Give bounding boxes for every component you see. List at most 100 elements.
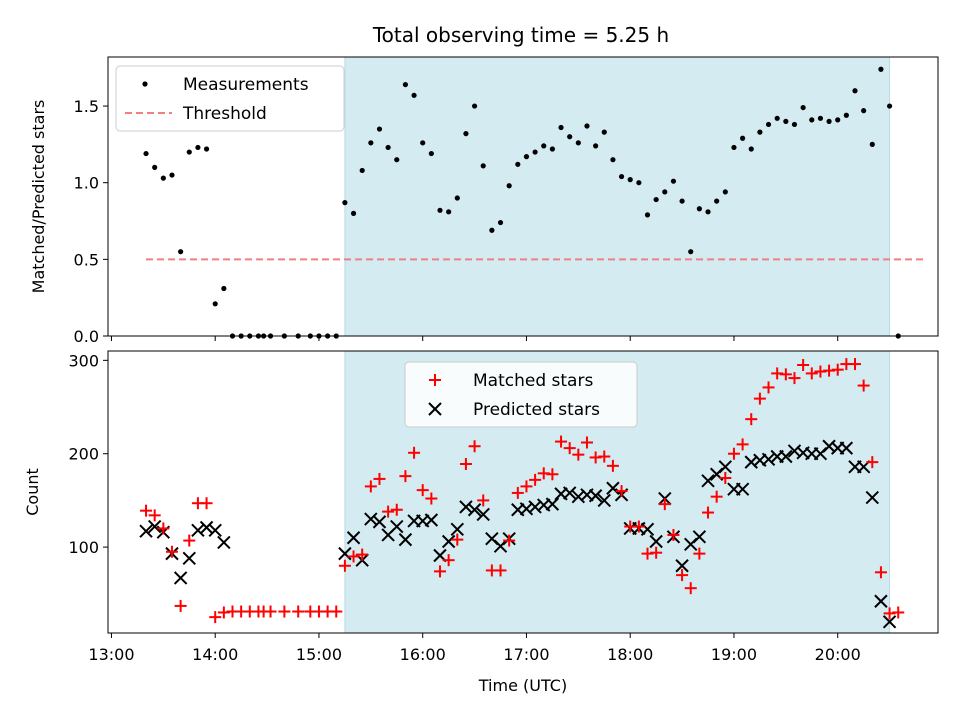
measurement-point: [541, 143, 547, 149]
predicted-star-point: [217, 535, 231, 550]
predicted-star-point: [398, 532, 413, 547]
measurement-point: [169, 172, 175, 178]
measurement-point: [376, 126, 383, 132]
matched-star-point: [779, 368, 792, 381]
matched-star-point: [494, 564, 507, 577]
matched-star-point: [572, 448, 585, 461]
measurement-point: [446, 209, 452, 215]
predicted-star-point: [865, 490, 879, 505]
measurement-point: [584, 123, 590, 129]
measurement-point: [765, 121, 772, 128]
predicted-star-point: [874, 594, 888, 608]
matched-star-point: [148, 509, 161, 522]
matched-star-point: [615, 485, 628, 498]
measurement-point: [774, 115, 780, 121]
chart-title: Total observing time = 5.25 h: [372, 23, 669, 47]
top-y-ticks: 0.0 0.5 1.0 1.5: [74, 97, 108, 346]
matched-star-point: [442, 554, 455, 567]
measurement-point: [359, 167, 365, 174]
bottom-panel: 100 200 300 13:00 14:00 15:00 16:00 17:00 18:00…: [23, 350, 939, 695]
measurement-point: [705, 209, 711, 215]
predicted-star-point: [173, 571, 188, 585]
predicted-star-point: [640, 522, 655, 537]
measurement-point: [757, 129, 763, 135]
measurement-point: [195, 144, 201, 151]
legend-threshold-label: Threshold: [182, 104, 267, 124]
measurement-point: [714, 198, 720, 204]
measurement-point: [567, 134, 573, 140]
matched-star-point: [200, 497, 213, 510]
matched-star-point: [183, 534, 196, 547]
matched-star-point: [459, 457, 472, 470]
measurement-point: [575, 140, 581, 146]
matched-star-point: [425, 492, 438, 505]
predicted-star-point: [588, 489, 603, 503]
measurement-point: [186, 149, 192, 155]
predicted-star-point: [182, 551, 196, 566]
matched-star-point: [451, 533, 464, 546]
matched-star-point: [520, 480, 533, 493]
bottom-legend: Matched stars Predicted stars: [404, 361, 638, 428]
measurement-point: [679, 198, 685, 204]
matched-star-point: [373, 472, 386, 485]
measurement-point: [852, 88, 858, 94]
matched-star-point: [788, 372, 801, 385]
matched-star-point: [676, 569, 689, 582]
measurement-point: [886, 103, 893, 109]
matched-star-point: [330, 605, 343, 618]
matched-star-point: [650, 546, 663, 559]
x-tick-label: 13:00: [88, 645, 134, 664]
bottom-legend-box: [404, 361, 638, 428]
measurement-point: [593, 143, 599, 149]
bottom-y-tick-label: 100: [68, 538, 99, 557]
predicted-star-point: [562, 486, 577, 500]
measurement-point: [826, 118, 832, 124]
predicted-star-point: [147, 519, 162, 534]
top-x-ticks: [110, 336, 839, 341]
predicted-star-point: [424, 513, 439, 527]
matched-star-point: [390, 503, 403, 516]
measurement-point: [731, 144, 737, 151]
measurement-point: [783, 118, 789, 124]
top-y-tick-label: 1.5: [74, 97, 99, 116]
measurement-point: [420, 140, 426, 146]
predicted-star-point: [139, 524, 153, 538]
matched-star-point: [684, 582, 697, 595]
measurement-point: [497, 219, 504, 226]
matched-star-point: [632, 520, 645, 533]
predicted-star-point: [649, 534, 663, 549]
top-y-tick-label: 0.0: [74, 327, 99, 346]
measurement-point: [402, 81, 409, 88]
matched-star-point: [157, 522, 170, 535]
matched-star-point: [857, 379, 870, 392]
matched-star-point: [693, 547, 706, 560]
top-y-axis-label: Matched/Predicted stars: [29, 100, 48, 294]
matched-star-point: [347, 550, 360, 563]
measurement-point: [869, 141, 875, 147]
x-axis-label: Time (UTC): [478, 676, 567, 695]
matched-star-point: [702, 506, 715, 519]
predicted-star-point: [191, 523, 205, 537]
predicted-star-point: [735, 482, 750, 496]
x-tick-label: 14:00: [192, 645, 238, 664]
predicted-star-point: [390, 519, 404, 534]
measurement-point: [437, 207, 443, 213]
matched-star-point: [866, 456, 879, 469]
predicted-star-point: [441, 534, 456, 549]
matched-star-point: [658, 498, 671, 511]
matched-star-point: [511, 486, 524, 499]
legend-predicted-marker: [428, 402, 442, 416]
legend-matched-label: Matched stars: [473, 371, 593, 391]
legend-matched-marker: [429, 374, 441, 386]
predicted-star-point: [692, 530, 707, 544]
matched-star-point: [209, 611, 222, 624]
measurement-point: [489, 227, 495, 233]
x-tick-label: 15:00: [296, 645, 342, 664]
matched-star-point: [606, 459, 619, 472]
top-y-tick-label: 0.5: [74, 250, 99, 269]
matched-star-point: [174, 599, 187, 612]
measurement-point: [644, 212, 651, 218]
measurement-point: [835, 117, 841, 123]
matched-star-point: [762, 381, 775, 394]
